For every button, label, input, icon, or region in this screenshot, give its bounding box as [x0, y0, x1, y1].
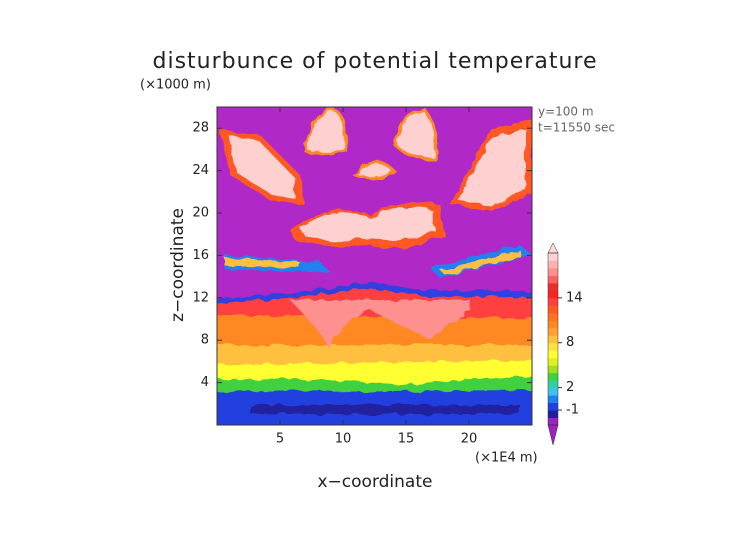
colorbar-segment	[548, 335, 558, 344]
plot-frame	[216, 106, 533, 426]
colorbar-segment	[548, 312, 558, 321]
colorbar-segment	[548, 395, 558, 404]
colorbar-segment	[548, 275, 558, 284]
colorbar-segment	[548, 387, 558, 396]
colorbar-tick-label: -1	[566, 403, 579, 418]
x-tick-label: 15	[398, 432, 415, 447]
colorbar-segment	[548, 260, 558, 269]
y-axis-label: z−coordinate	[168, 208, 188, 322]
colorbar-segment	[548, 305, 558, 314]
annotation: t=11550 sec	[538, 121, 615, 135]
annotation: y=100 m	[538, 105, 594, 119]
y-tick-label: 24	[192, 163, 209, 178]
y-tick-label: 12	[192, 290, 209, 305]
y-tick-label: 28	[192, 121, 209, 136]
x-axis-label: x−coordinate	[318, 472, 433, 492]
y-tick-label: 8	[201, 333, 209, 348]
colorbar-tick-label: 8	[566, 335, 574, 350]
field-lower	[217, 282, 532, 425]
colorbar-segment	[548, 282, 558, 291]
y-tick-label: 4	[201, 375, 209, 390]
colorbar-frame	[547, 252, 559, 426]
colorbar-under	[547, 424, 559, 446]
colorbar-segment	[548, 402, 558, 411]
colorbar-segment	[548, 410, 558, 419]
colorbar-segment	[548, 417, 558, 426]
colorbar-segment	[548, 327, 558, 336]
colorbar-segment	[548, 342, 558, 351]
field-upper	[220, 108, 532, 278]
y-unit: (×1000 m)	[140, 78, 211, 93]
colorbar-segment	[548, 320, 558, 329]
colorbar-over	[547, 242, 559, 254]
colorbar-segment	[548, 357, 558, 366]
x-tick-label: 5	[276, 432, 284, 447]
colorbar-tick-label: 14	[566, 290, 583, 305]
chart-title: disturbunce of potential temperature	[153, 49, 598, 74]
y-tick-label: 16	[192, 248, 209, 263]
field	[217, 107, 532, 425]
colorbar-segment	[548, 380, 558, 389]
y-tick-label: 20	[192, 206, 209, 221]
colorbar-segment	[548, 365, 558, 374]
colorbar-segment	[548, 297, 558, 306]
colorbar-segment	[548, 290, 558, 299]
x-tick-label: 20	[461, 432, 478, 447]
colorbar-segment	[548, 267, 558, 276]
colorbar-segment	[548, 350, 558, 359]
x-unit: (×1E4 m)	[475, 451, 538, 466]
x-tick-label: 10	[335, 432, 352, 447]
colorbar-segment	[548, 372, 558, 381]
colorbar-tick-label: 2	[566, 380, 574, 395]
colorbar-segment	[548, 253, 558, 261]
